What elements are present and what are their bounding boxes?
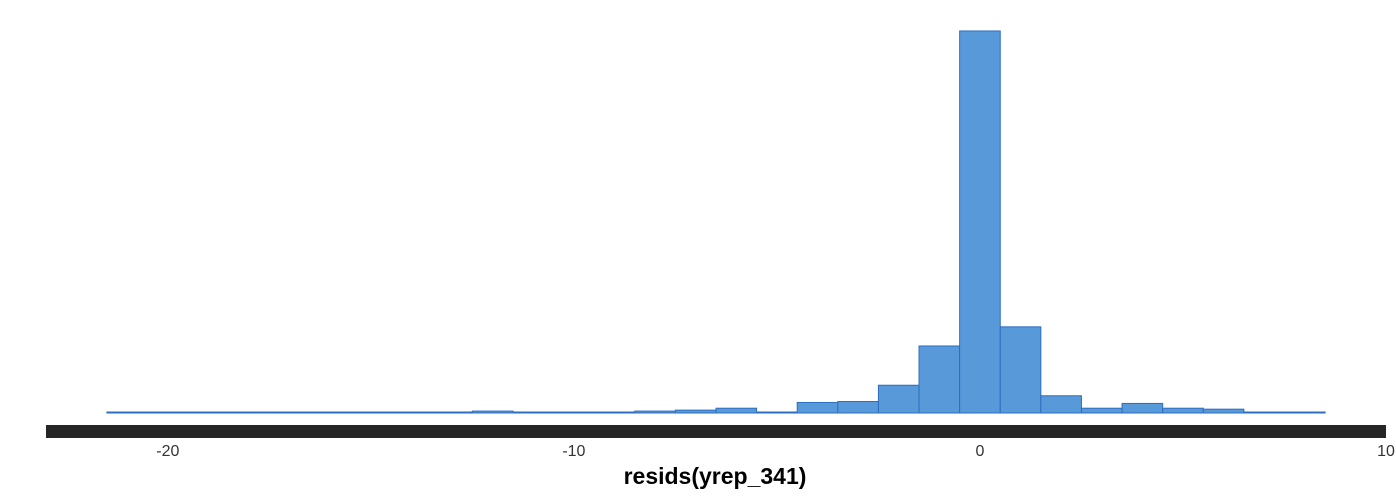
histogram-bar-27 xyxy=(1202,408,1245,414)
histogram-bar-3 xyxy=(228,411,270,414)
x-axis-title: resids(yrep_341) xyxy=(624,463,807,489)
histogram-bar-6 xyxy=(350,411,392,414)
histogram-bar-25 xyxy=(1121,402,1164,414)
histogram-bar-15 xyxy=(715,407,758,414)
x-tick-label-2: 0 xyxy=(975,443,984,460)
histogram-bar-22 xyxy=(999,326,1042,414)
histogram-bar-28 xyxy=(1243,411,1285,414)
histogram-bar-11 xyxy=(553,411,595,414)
histogram-bar-13 xyxy=(634,410,676,414)
histogram-bar-26 xyxy=(1162,407,1204,414)
histogram-bar-5 xyxy=(309,411,352,414)
histogram-bar-10 xyxy=(512,411,555,414)
histogram-bar-12 xyxy=(593,411,636,414)
histogram-bar-9 xyxy=(471,410,514,414)
histogram-bar-16 xyxy=(756,411,798,414)
histogram-bar-19 xyxy=(877,384,920,414)
histogram-bar-0 xyxy=(106,411,149,414)
x-tick-label-3: 10 xyxy=(1377,443,1395,460)
bars-layer xyxy=(106,30,1326,414)
x-tick-label-0: -20 xyxy=(156,443,179,460)
x-axis-line xyxy=(46,425,1386,438)
x-tick-label-1: -10 xyxy=(562,443,585,460)
histogram-bar-1 xyxy=(147,411,189,414)
histogram-bar-4 xyxy=(268,411,311,414)
histogram-bar-18 xyxy=(837,401,879,414)
x-tick-labels: -20 -10 0 10 xyxy=(156,443,1395,460)
histogram-bar-23 xyxy=(1040,395,1082,414)
histogram-bar-7 xyxy=(390,411,433,414)
histogram-bar-14 xyxy=(674,409,717,414)
histogram-bar-29 xyxy=(1283,411,1326,414)
histogram-bar-24 xyxy=(1080,407,1123,414)
histogram-bar-17 xyxy=(796,401,839,414)
histogram-bar-21 xyxy=(959,30,1001,414)
histogram-bar-2 xyxy=(187,411,230,414)
histogram-bar-20 xyxy=(918,345,961,414)
histogram-bar-8 xyxy=(431,411,473,414)
